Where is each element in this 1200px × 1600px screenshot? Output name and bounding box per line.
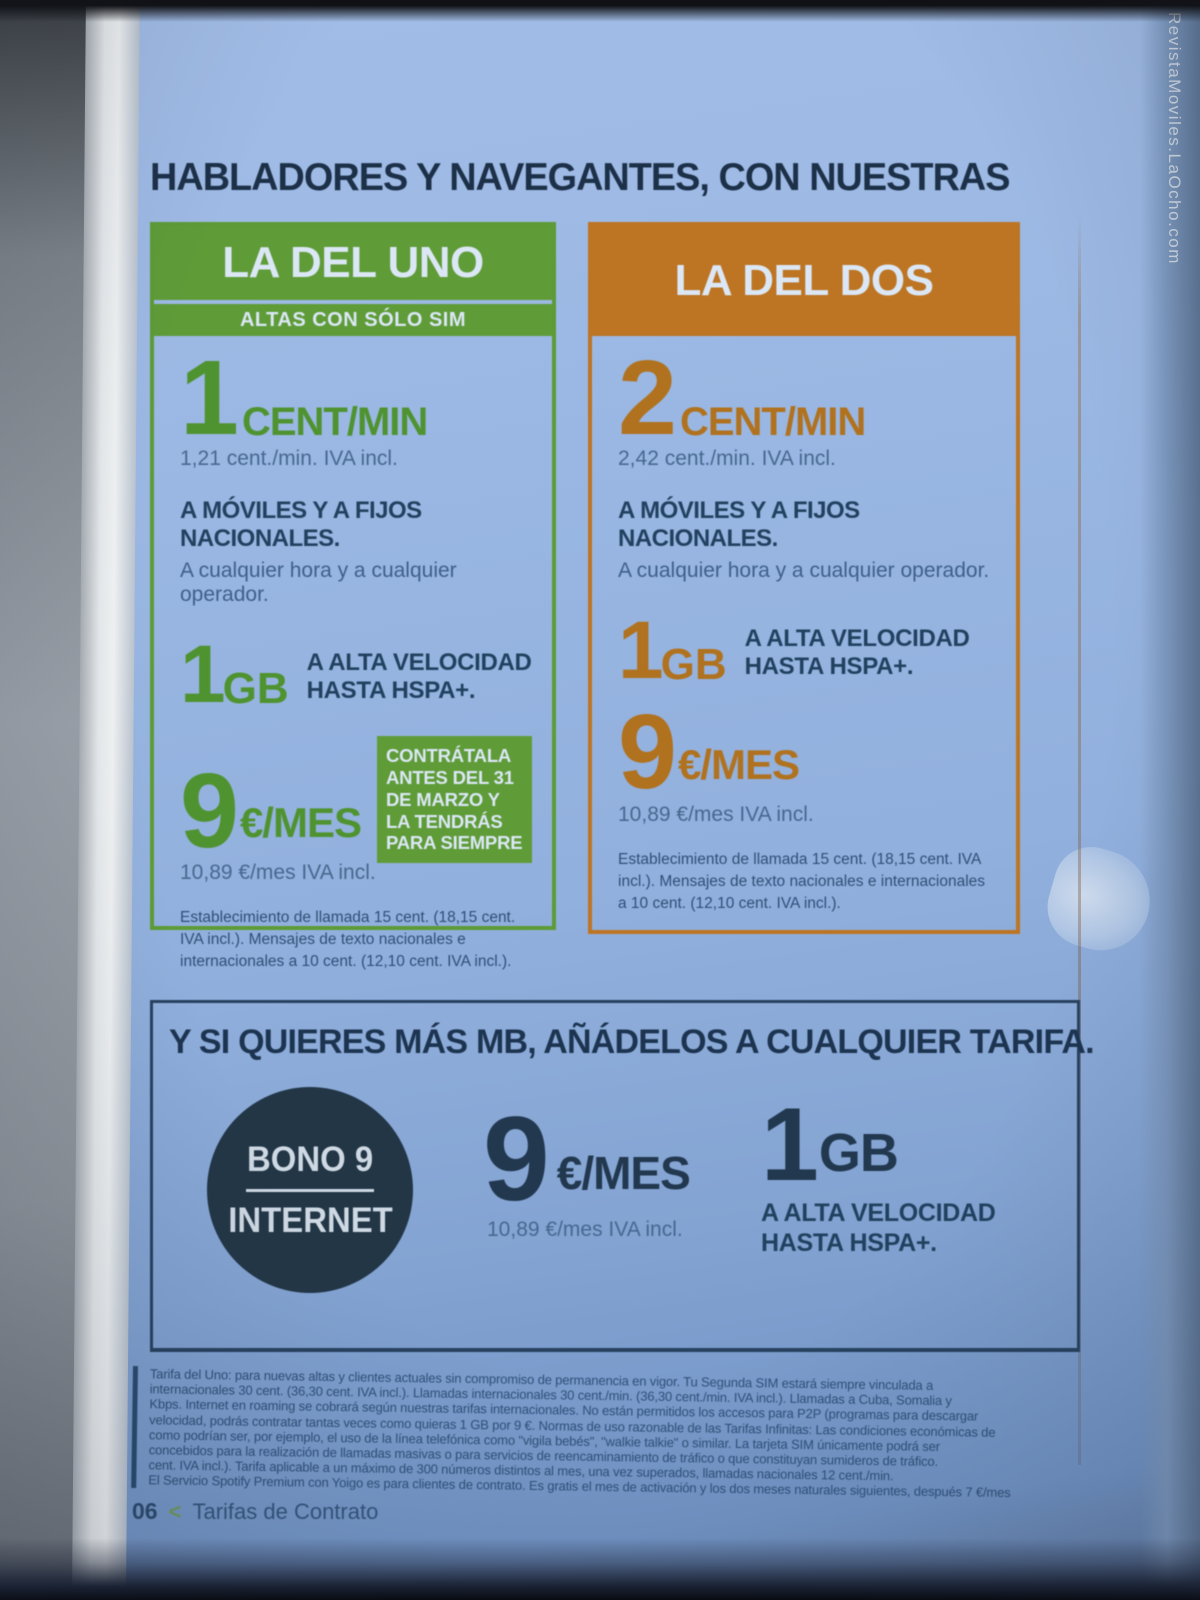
- scope-subtitle: A cualquier hora y a cualquier operador.: [180, 558, 457, 606]
- price-value: 9: [180, 751, 239, 870]
- scope-block: A MÓVILES Y A FIJOS NACIONALES. A cualqu…: [618, 497, 996, 583]
- rate-unit: CENT/MIN: [241, 399, 428, 444]
- card-fine-print: Establecimiento de llamada 15 cent. (18,…: [618, 850, 986, 912]
- addon-section: Y SI QUIERES MÁS MB, AÑÁDELOS A CUALQUIE…: [150, 1000, 1095, 1352]
- page-title: HABLADORES Y NAVEGANTES, CON NUESTRAS: [150, 156, 1010, 199]
- addon-data-desc-line2: HASTA HSPA+.: [761, 1228, 937, 1257]
- page-number: 06: [132, 1498, 158, 1524]
- tariff-card-la-del-dos: LA DEL DOS 2 CENT/MIN 2,42 cent./min. IV…: [588, 222, 1020, 934]
- rate-value: 2: [618, 339, 677, 457]
- data-description: A ALTA VELOCIDAD HASTA HSPA+.: [745, 613, 970, 683]
- data-allowance: 1 GB: [180, 628, 289, 720]
- data-unit: GB: [222, 663, 289, 713]
- data-desc-line2: HASTA HSPA+.: [306, 677, 476, 705]
- rate-row: 2 CENT/MIN: [618, 339, 996, 457]
- price-unit: €/MES: [239, 799, 362, 847]
- data-allowance-row: 1 GB A ALTA VELOCIDAD HASTA HSPA+.: [180, 628, 532, 720]
- addon-data-value: 1: [761, 1087, 819, 1203]
- card-fine-print: Establecimiento de llamada 15 cent. (18,…: [180, 909, 516, 971]
- addon-price-value: 9: [483, 1092, 550, 1226]
- data-allowance: 1 GB: [618, 604, 727, 696]
- addon-price-iva-note: 10,89 €/mes IVA incl.: [487, 1217, 683, 1241]
- price-row: 9 €/MES: [618, 693, 996, 812]
- price-iva-note: 10,89 €/mes IVA incl.: [180, 861, 376, 885]
- price-unit: €/MES: [677, 740, 800, 788]
- data-unit: GB: [660, 639, 727, 689]
- addon-price-block: 9 €/MES 10,89 €/mes IVA incl.: [483, 1092, 691, 1242]
- tariff-card-la-del-uno: LA DEL UNO ALTAS CON SÓLO SIM 1 CENT/MIN…: [150, 222, 556, 970]
- watermark-text: RevistaMoviles.LaOcho.com: [1165, 12, 1184, 265]
- price-row: 9 €/MES CONTRÁTALA ANTES DEL 31 DE MARZO…: [180, 736, 532, 870]
- addon-data-block: 1 GB A ALTA VELOCIDAD HASTA HSPA+.: [761, 1087, 996, 1258]
- footer-section-label: Tarifas de Contrato: [192, 1498, 379, 1524]
- addon-headline: Y SI QUIERES MÁS MB, AÑÁDELOS A CUALQUIE…: [169, 1023, 1095, 1061]
- addon-data-desc-line1: A ALTA VELOCIDAD: [761, 1198, 996, 1227]
- photo-bottom-edge: [0, 1538, 1200, 1600]
- data-desc-line2: HASTA HSPA+.: [744, 653, 914, 681]
- scope-block: A MÓVILES Y A FIJOS NACIONALES. A cualqu…: [180, 497, 532, 607]
- rate-value: 1: [180, 339, 239, 457]
- bono-badge-divider: [246, 1188, 374, 1192]
- scope-title: A MÓVILES Y A FIJOS NACIONALES.: [180, 496, 422, 552]
- addon-data-unit: GB: [818, 1122, 899, 1183]
- page-footer: 06 < Tarifas de Contrato: [132, 1498, 378, 1525]
- bono-badge-bottom: INTERNET: [227, 1200, 393, 1240]
- data-description: A ALTA VELOCIDAD HASTA HSPA+.: [307, 637, 532, 707]
- underlying-page-line: [1078, 215, 1081, 1465]
- rate-row: 1 CENT/MIN: [180, 339, 532, 457]
- data-allowance-row: 1 GB A ALTA VELOCIDAD HASTA HSPA+.: [618, 604, 996, 696]
- footer-separator-chevron: <: [168, 1498, 182, 1524]
- card-title: LA DEL DOS: [592, 226, 1016, 336]
- card-subtitle: ALTAS CON SÓLO SIM: [154, 304, 552, 336]
- scope-subtitle: A cualquier hora y a cualquier operador.: [618, 558, 990, 582]
- bono-9-internet-badge: BONO 9 INTERNET: [207, 1087, 413, 1293]
- data-desc-line1: A ALTA VELOCIDAD: [306, 648, 532, 676]
- price-value: 9: [618, 693, 677, 812]
- photo-right-edge: [1140, 0, 1200, 1600]
- card-body: 1 CENT/MIN 1,21 cent./min. IVA incl. A M…: [154, 336, 552, 973]
- scope-title: A MÓVILES Y A FIJOS NACIONALES.: [618, 496, 860, 552]
- addon-data-row: 1 GB: [761, 1087, 996, 1203]
- rate-unit: CENT/MIN: [679, 399, 866, 444]
- rate-iva-note: 1,21 cent./min. IVA incl.: [180, 446, 398, 470]
- bono-badge-top: BONO 9: [246, 1139, 374, 1179]
- data-value: 1: [618, 604, 664, 696]
- addon-price-unit: €/MES: [556, 1146, 691, 1199]
- legal-fine-print: Tarifa del Uno: para nuevas altas y clie…: [131, 1366, 1105, 1503]
- addon-data-description: A ALTA VELOCIDAD HASTA HSPA+.: [761, 1198, 996, 1258]
- promo-badge: CONTRÁTALA ANTES DEL 31 DE MARZO Y LA TE…: [377, 736, 532, 864]
- card-body: 2 CENT/MIN 2,42 cent./min. IVA incl. A M…: [592, 336, 1016, 915]
- data-value: 1: [180, 628, 226, 720]
- price-iva-note: 10,89 €/mes IVA incl.: [618, 802, 814, 826]
- rate-iva-note: 2,42 cent./min. IVA incl.: [618, 446, 836, 470]
- card-title: LA DEL UNO: [154, 226, 552, 300]
- data-desc-line1: A ALTA VELOCIDAD: [744, 624, 970, 652]
- addon-price-row: 9 €/MES: [483, 1092, 691, 1226]
- photo-top-edge: [0, 0, 1200, 22]
